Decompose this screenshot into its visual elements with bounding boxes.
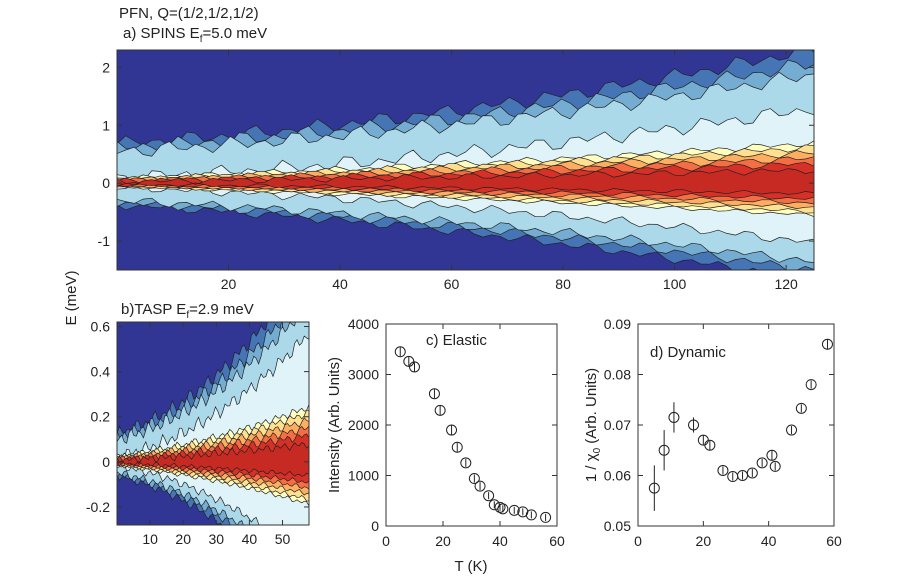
panel-c-ylabel: Intensity (Arb. Units) <box>326 357 343 493</box>
y-tick-label: 0.4 <box>91 364 111 380</box>
y-tick-label: 4000 <box>348 316 379 332</box>
data-point <box>451 441 463 453</box>
y-tick-label: -1 <box>98 233 111 249</box>
y-tick-label: 0.05 <box>604 518 631 534</box>
data-point <box>446 424 458 436</box>
y-tick-label: 0.08 <box>604 367 631 383</box>
panel-d-ylabel: 1 / χ0 (Arb. Units) <box>583 368 603 482</box>
data-point <box>688 419 700 431</box>
data-point <box>460 457 472 469</box>
x-tick-label: 20 <box>221 276 237 292</box>
data-point <box>434 404 446 416</box>
panel-a-title: a) SPINS Ef=5.0 meV <box>123 25 267 45</box>
data-point <box>474 480 486 492</box>
data-point <box>409 361 420 373</box>
x-tick-label: 20 <box>175 531 191 547</box>
x-tick-label: 40 <box>332 276 348 292</box>
x-tick-label: 60 <box>826 533 842 549</box>
data-point <box>403 355 415 367</box>
panel-a-frame <box>116 49 815 271</box>
x-tick-label: 20 <box>435 533 451 549</box>
panel-b-title: b)TASP Ef=2.9 meV <box>121 301 254 321</box>
x-tick-label: 40 <box>761 533 777 549</box>
data-point <box>821 338 833 350</box>
figure-title: PFN, Q=(1/2,1/2,1/2) <box>119 5 259 22</box>
panel-b-axes: 10 20 30 40 50 -0.2 0 0.2 0.4 0.6 <box>86 319 309 547</box>
data-point <box>766 449 778 461</box>
data-point <box>428 388 440 400</box>
x-tick-label: 100 <box>663 276 687 292</box>
x-tick-label: 30 <box>209 531 225 547</box>
x-tick-label: 20 <box>696 533 712 549</box>
panel-b-frame <box>116 321 310 526</box>
data-point <box>540 511 552 523</box>
data-point <box>468 473 480 485</box>
y-tick-label: 2000 <box>348 417 379 433</box>
panel-c-points <box>394 346 552 523</box>
panel-b-contour <box>117 322 309 525</box>
data-point <box>746 467 758 479</box>
y-tick-label: 0.2 <box>91 409 111 425</box>
y-tick-label: 1 <box>102 117 110 133</box>
y-tick-label: 0 <box>102 454 110 470</box>
x-tick-label: 120 <box>774 276 798 292</box>
data-point <box>704 439 716 451</box>
panel-d-title: d) Dynamic <box>650 344 726 361</box>
y-tick-label: 3000 <box>348 367 379 383</box>
data-point <box>717 464 729 476</box>
y-tick-label: 0.09 <box>604 316 631 332</box>
y-tick-label: 2 <box>102 59 110 75</box>
data-point <box>756 457 768 469</box>
data-point <box>648 482 660 494</box>
panel-c-title: c) Elastic <box>426 332 487 349</box>
x-tick-label: 10 <box>142 531 158 547</box>
panel-c-axes: 0 20 40 60 0 1000 2000 3000 4000 <box>348 316 565 549</box>
data-point <box>795 402 807 414</box>
x-tick-label: 40 <box>492 533 508 549</box>
y-tick-label: 1000 <box>348 468 379 484</box>
data-point <box>494 501 506 513</box>
x-tick-label: 40 <box>242 531 258 547</box>
panel-a-axes: 20 40 60 80 100 120 -1 0 1 2 <box>98 50 814 292</box>
x-tick-label: 0 <box>634 533 642 549</box>
y-tick-label: 0 <box>371 518 379 534</box>
shared-y-label: E (meV) <box>63 270 80 325</box>
data-point <box>394 346 406 358</box>
x-tick-label: 80 <box>555 276 571 292</box>
shared-x-label: T (K) <box>454 558 487 575</box>
x-tick-label: 0 <box>382 533 390 549</box>
data-point <box>508 504 520 516</box>
y-tick-label: 0.6 <box>91 319 111 335</box>
panel-d-points <box>648 338 833 511</box>
data-point <box>805 379 817 391</box>
x-tick-label: 60 <box>444 276 460 292</box>
panel-a-contour <box>117 50 814 270</box>
data-point <box>483 490 495 502</box>
data-point <box>786 424 798 436</box>
data-point <box>658 444 670 456</box>
y-tick-label: 0.07 <box>604 417 631 433</box>
x-tick-label: 50 <box>275 531 291 547</box>
data-point <box>769 460 781 472</box>
y-tick-label: 0.06 <box>604 468 631 484</box>
x-tick-label: 60 <box>549 533 565 549</box>
contour-level <box>117 441 309 477</box>
data-point <box>668 411 680 423</box>
y-tick-label: 0 <box>102 175 110 191</box>
panel-c-frame <box>385 323 558 527</box>
contour-level <box>117 168 814 195</box>
y-tick-label: -0.2 <box>86 499 110 515</box>
data-point <box>497 503 509 515</box>
data-point <box>525 509 537 521</box>
panel-d-axes: 0 20 40 60 0.05 0.06 0.07 0.08 0.09 <box>604 316 842 549</box>
